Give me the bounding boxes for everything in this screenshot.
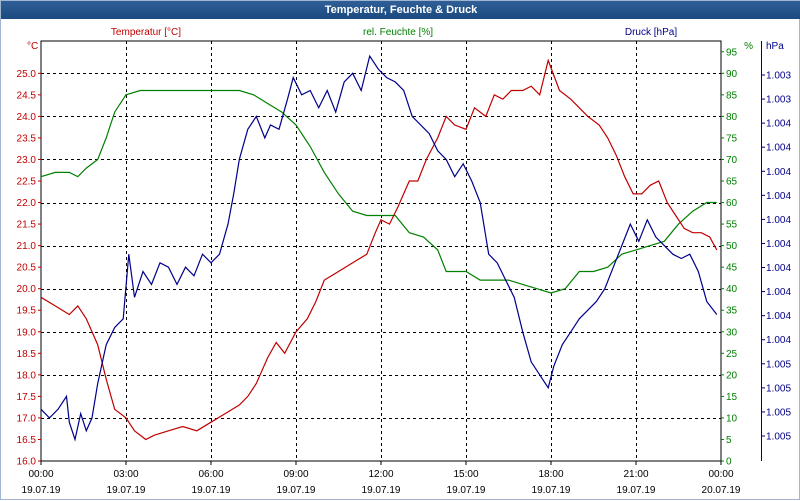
pressure-tick-label: 1.004 xyxy=(766,311,791,322)
humidity-tick-label: 60 xyxy=(726,198,738,209)
humidity-tick-label: 80 xyxy=(726,112,738,123)
x-tick-time-label: 09:00 xyxy=(283,469,308,480)
temperature-tick-label: 22.0 xyxy=(17,198,37,209)
temperature-tick-label: 23.0 xyxy=(17,155,37,166)
x-tick-date-label: 19.07.19 xyxy=(22,485,61,496)
x-tick-time-label: 03:00 xyxy=(113,469,138,480)
humidity-tick-label: 30 xyxy=(726,327,738,338)
humidity-tick-label: 85 xyxy=(726,90,738,101)
x-tick-time-label: 12:00 xyxy=(368,469,393,480)
temperature-tick-label: 19.0 xyxy=(17,327,37,338)
x-tick-date-label: 20.07.19 xyxy=(702,485,741,496)
x-tick-time-label: 06:00 xyxy=(198,469,223,480)
x-tick-date-label: 19.07.19 xyxy=(362,485,401,496)
pressure-tick-label: 1.004 xyxy=(766,215,791,226)
pressure-tick-label: 1.005 xyxy=(766,359,791,370)
temperature-tick-label: 21.0 xyxy=(17,241,37,252)
temperature-tick-label: 17.5 xyxy=(17,392,37,403)
pressure-tick-label: 1.003 xyxy=(766,95,791,106)
humidity-tick-label: 55 xyxy=(726,220,738,231)
temperature-tick-label: 25.0 xyxy=(17,69,37,80)
series-label-temperature: Temperatur [°C] xyxy=(111,27,181,38)
temperature-line xyxy=(40,58,718,441)
humidity-tick-label: 95 xyxy=(726,47,738,58)
pressure-line xyxy=(40,54,718,442)
humidity-tick-label: 40 xyxy=(726,284,738,295)
temperature-tick-label: 24.5 xyxy=(17,90,37,101)
pressure-tick-label: 1.004 xyxy=(766,263,791,274)
pressure-unit-label: hPa xyxy=(766,41,784,52)
humidity-tick-label: 45 xyxy=(726,263,738,274)
pressure-tick-label: 1.004 xyxy=(766,167,791,178)
pressure-tick-label: 1.003 xyxy=(766,71,791,82)
temperature-tick-label: 19.5 xyxy=(17,306,37,317)
pressure-tick-label: 1.004 xyxy=(766,143,791,154)
temperature-tick-label: 16.0 xyxy=(17,457,37,468)
humidity-tick-label: 35 xyxy=(726,306,738,317)
pressure-tick-label: 1.004 xyxy=(766,335,791,346)
temperature-tick-label: 22.5 xyxy=(17,177,37,188)
humidity-tick-label: 90 xyxy=(726,69,738,80)
pressure-tick-label: 1.005 xyxy=(766,407,791,418)
chart-title: Temperatur, Feuchte & Druck xyxy=(324,4,478,16)
x-tick-date-label: 19.07.19 xyxy=(107,485,146,496)
temperature-tick-label: 20.0 xyxy=(17,284,37,295)
humidity-tick-label: 25 xyxy=(726,349,738,360)
pressure-tick-label: 1.004 xyxy=(766,239,791,250)
pressure-tick-label: 1.005 xyxy=(766,383,791,394)
temperature-tick-label: 20.5 xyxy=(17,263,37,274)
pressure-tick-label: 1.004 xyxy=(766,287,791,298)
humidity-unit-label: % xyxy=(744,41,753,52)
x-tick-time-label: 21:00 xyxy=(623,469,648,480)
humidity-line xyxy=(40,89,717,294)
pressure-tick-label: 1.004 xyxy=(766,191,791,202)
temperature-tick-label: 21.5 xyxy=(17,220,37,231)
humidity-tick-label: 10 xyxy=(726,413,738,424)
humidity-tick-label: 75 xyxy=(726,133,738,144)
x-tick-time-label: 18:00 xyxy=(538,469,563,480)
temperature-tick-label: 18.0 xyxy=(17,370,37,381)
temperature-tick-label: 17.0 xyxy=(17,413,37,424)
temperature-tick-label: 23.5 xyxy=(17,133,37,144)
x-tick-time-label: 15:00 xyxy=(453,469,478,480)
x-tick-date-label: 19.07.19 xyxy=(192,485,231,496)
humidity-tick-label: 65 xyxy=(726,177,738,188)
series-label-humidity: rel. Feuchte [%] xyxy=(363,27,433,38)
temperature-tick-label: 24.0 xyxy=(17,112,37,123)
x-tick-date-label: 19.07.19 xyxy=(532,485,571,496)
humidity-tick-label: 70 xyxy=(726,155,738,166)
x-tick-date-label: 19.07.19 xyxy=(277,485,316,496)
pressure-tick-label: 1.005 xyxy=(766,432,791,443)
x-tick-date-label: 19.07.19 xyxy=(447,485,486,496)
title-bar xyxy=(1,1,800,19)
x-tick-date-label: 19.07.19 xyxy=(617,485,656,496)
x-tick-time-label: 00:00 xyxy=(28,469,53,480)
temperature-tick-label: 18.5 xyxy=(17,349,37,360)
series-label-pressure: Druck [hPa] xyxy=(625,27,677,38)
humidity-tick-label: 20 xyxy=(726,370,738,381)
temperature-unit-label: °C xyxy=(27,41,38,52)
humidity-tick-label: 15 xyxy=(726,392,738,403)
humidity-tick-label: 0 xyxy=(726,457,732,468)
temperature-tick-label: 16.5 xyxy=(17,435,37,446)
pressure-tick-label: 1.004 xyxy=(766,119,791,130)
humidity-tick-label: 50 xyxy=(726,241,738,252)
humidity-tick-label: 5 xyxy=(726,435,732,446)
x-tick-time-label: 00:00 xyxy=(708,469,733,480)
